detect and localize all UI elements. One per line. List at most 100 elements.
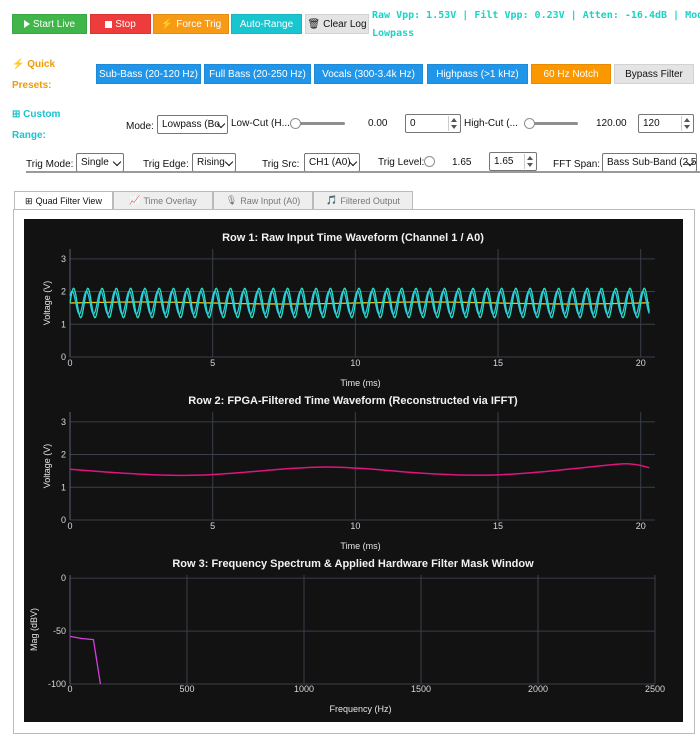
y-tick-label: 2 (61, 287, 66, 297)
preset-bypass-button[interactable]: Bypass Filter (614, 64, 694, 84)
auto-range-label: Auto-Range (239, 18, 294, 30)
x-tick-label: 10 (350, 358, 360, 368)
trig-mode-select[interactable]: Single (76, 153, 124, 172)
highcut-slider[interactable] (524, 122, 578, 125)
clear-log-label: Clear Log (323, 18, 367, 30)
lowcut-input[interactable]: 0 (405, 114, 461, 133)
x-tick-label: 2000 (528, 684, 548, 694)
start-live-label: Start Live (32, 18, 76, 30)
y-tick-label: 1 (61, 482, 66, 492)
lightning-icon: ⚡ (12, 59, 25, 70)
clear-log-button[interactable]: 🗑 Clear Log (305, 14, 369, 34)
grid-icon: ⊞ (12, 109, 21, 120)
x-axis-label: Frequency (Hz) (329, 704, 391, 714)
trig-src-select[interactable]: CH1 (A0) (304, 153, 360, 172)
chart-title: Row 1: Raw Input Time Waveform (Channel … (222, 232, 484, 244)
lowcut-slider-thumb[interactable] (290, 118, 301, 129)
force-trig-label: Force Trig (176, 18, 222, 30)
chart-title: Row 3: Frequency Spectrum & Applied Hard… (172, 558, 534, 570)
trash-icon: 🗑 (307, 18, 321, 30)
highcut-input-value: 120 (643, 118, 660, 129)
stop-icon (105, 20, 113, 28)
preset-label: Bypass Filter (625, 68, 683, 80)
trig-edge-label: Trig Edge: (143, 159, 189, 170)
x-tick-label: 15 (493, 358, 503, 368)
tab-time-overlay[interactable]: 📈 Time Overlay (113, 191, 213, 209)
auto-range-button[interactable]: Auto-Range (231, 14, 302, 34)
tab-raw-input[interactable]: 🎙 Raw Input (A0) (213, 191, 313, 209)
x-tick-label: 500 (179, 684, 194, 694)
highcut-readout: 120.00 (596, 118, 627, 129)
trig-mode-label: Trig Mode: (26, 159, 74, 170)
x-tick-label: 0 (67, 358, 72, 368)
preset-label: Full Bass (20-250 Hz) (209, 68, 306, 80)
highcut-label: High-Cut (... (464, 118, 518, 129)
x-axis-label: Time (ms) (340, 541, 380, 551)
mode-select[interactable]: Lowpass (Bo (157, 115, 228, 134)
lowcut-slider[interactable] (290, 122, 345, 125)
preset-60hz-notch-button[interactable]: 60 Hz Notch (531, 64, 611, 84)
tab-panel (13, 209, 695, 734)
trig-level-label: Trig Level: (378, 157, 425, 168)
preset-label: Sub-Bass (20-120 Hz) (99, 68, 198, 80)
y-tick-label: -100 (48, 679, 66, 689)
trig-edge-select[interactable]: Rising (192, 153, 236, 172)
filtered-waveform-series (69, 462, 650, 477)
x-tick-label: 20 (636, 521, 646, 531)
preset-highpass-button[interactable]: Highpass (>1 kHz) (427, 64, 528, 84)
highcut-input[interactable]: 120 (638, 114, 694, 133)
x-tick-label: 5 (210, 358, 215, 368)
x-tick-label: 2500 (645, 684, 665, 694)
spinner-icon[interactable] (448, 116, 459, 131)
quick-presets-title: ⚡ Quick Presets: (12, 54, 55, 96)
tab-quad-filter-view[interactable]: ⊞ Quad Filter View (14, 191, 113, 210)
start-live-button[interactable]: Start Live (12, 14, 87, 34)
x-tick-label: 15 (493, 521, 503, 531)
spinner-icon[interactable] (524, 154, 535, 169)
x-tick-label: 0 (67, 684, 72, 694)
y-axis-label: Mag (dBV) (29, 608, 39, 651)
trig-edge-value: Rising (197, 157, 225, 168)
tab-filtered-output[interactable]: 🎵 Filtered Output (313, 191, 413, 209)
trig-level-input-value: 1.65 (494, 156, 514, 167)
y-tick-label: 3 (61, 254, 66, 264)
series-line-0-1 (69, 287, 650, 319)
trig-level-slider-thumb[interactable] (424, 156, 435, 167)
grid-icon: ⊞ (25, 195, 33, 206)
trig-level-readout: 1.65 (452, 157, 472, 168)
y-tick-label: 1 (61, 319, 66, 329)
custom-range-title: ⊞ Custom Range: (12, 104, 60, 146)
chevron-down-icon (224, 157, 234, 167)
x-tick-label: 0 (67, 521, 72, 531)
trig-level-input[interactable]: 1.65 (489, 152, 537, 171)
lowcut-label: Low-Cut (H... (231, 118, 290, 129)
y-axis-label: Voltage (V) (42, 444, 52, 489)
status-line-1: Raw Vpp: 1.53V | Filt Vpp: 0.23V | Atten… (372, 10, 700, 21)
preset-vocals-button[interactable]: Vocals (300-3.4k Hz) (314, 64, 423, 84)
spinner-icon[interactable] (681, 116, 692, 131)
quick-presets-title-line1: Quick (27, 59, 56, 70)
preset-full-bass-button[interactable]: Full Bass (20-250 Hz) (204, 64, 311, 84)
preset-label: 60 Hz Notch (543, 68, 599, 80)
mode-label: Mode: (126, 121, 154, 132)
series-line-2-0 (69, 635, 102, 685)
lowcut-input-value: 0 (410, 118, 416, 129)
x-tick-label: 1000 (294, 684, 314, 694)
force-trig-button[interactable]: ⚡ Force Trig (153, 14, 229, 34)
series-line-0-0 (69, 301, 650, 305)
y-tick-label: 3 (61, 417, 66, 427)
chevron-down-icon (112, 157, 122, 167)
trig-src-label: Trig Src: (262, 159, 300, 170)
preset-sub-bass-button[interactable]: Sub-Bass (20-120 Hz) (96, 64, 201, 84)
stop-button[interactable]: Stop (90, 14, 151, 34)
x-tick-label: 20 (636, 358, 646, 368)
highcut-slider-thumb[interactable] (524, 118, 535, 129)
fft-span-select[interactable]: Bass Sub-Band (2.5 (602, 153, 697, 172)
y-tick-label: 0 (61, 352, 66, 362)
x-axis-label: Time (ms) (340, 378, 380, 388)
lowcut-readout: 0.00 (368, 118, 388, 129)
preset-label: Highpass (>1 kHz) (436, 68, 519, 80)
trig-src-value: CH1 (A0) (309, 157, 351, 168)
music-note-icon: 🎵 (326, 195, 338, 205)
custom-range-title-line1: Custom (23, 109, 61, 120)
